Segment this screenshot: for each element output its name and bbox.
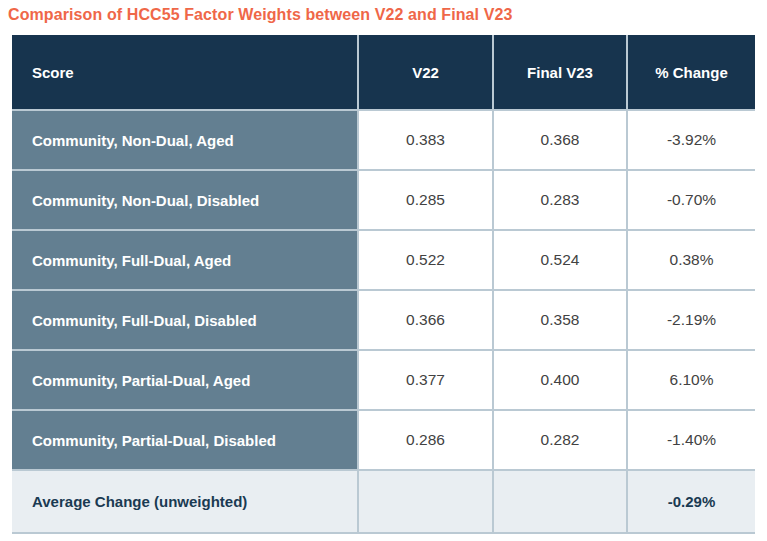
table-row: Community, Non-Dual, Aged 0.383 0.368 -3… xyxy=(12,110,755,170)
pct-change-cell: 0.38% xyxy=(627,230,755,290)
column-header-score: Score xyxy=(12,35,358,110)
table-row: Community, Full-Dual, Disabled 0.366 0.3… xyxy=(12,290,755,350)
v22-cell: 0.522 xyxy=(358,230,493,290)
pct-change-cell: -3.92% xyxy=(627,110,755,170)
final-v23-cell: 0.283 xyxy=(493,170,627,230)
score-cell: Community, Full-Dual, Aged xyxy=(12,230,358,290)
column-header-v22: V22 xyxy=(358,35,493,110)
footer-row: Average Change (unweighted) -0.29% xyxy=(12,470,755,533)
final-v23-cell: 0.282 xyxy=(493,410,627,470)
footer-label-cell: Average Change (unweighted) xyxy=(12,470,358,533)
table-footer: Average Change (unweighted) -0.29% xyxy=(12,470,755,533)
column-header-final-v23: Final V23 xyxy=(493,35,627,110)
final-v23-cell: 0.524 xyxy=(493,230,627,290)
v22-cell: 0.377 xyxy=(358,350,493,410)
table-header: Score V22 Final V23 % Change xyxy=(12,35,755,110)
footer-pct-change-cell: -0.29% xyxy=(627,470,755,533)
column-header-pct-change: % Change xyxy=(627,35,755,110)
pct-change-cell: -0.70% xyxy=(627,170,755,230)
factors-table: Score V22 Final V23 % Change Community, … xyxy=(12,35,755,534)
v22-cell: 0.366 xyxy=(358,290,493,350)
page-title: Comparison of HCC55 Factor Weights betwe… xyxy=(8,6,512,24)
final-v23-cell: 0.358 xyxy=(493,290,627,350)
pct-change-cell: 6.10% xyxy=(627,350,755,410)
score-cell: Community, Partial-Dual, Disabled xyxy=(12,410,358,470)
v22-cell: 0.286 xyxy=(358,410,493,470)
table-row: Community, Partial-Dual, Disabled 0.286 … xyxy=(12,410,755,470)
score-cell: Community, Partial-Dual, Aged xyxy=(12,350,358,410)
pct-change-cell: -1.40% xyxy=(627,410,755,470)
score-cell: Community, Full-Dual, Disabled xyxy=(12,290,358,350)
table-body: Community, Non-Dual, Aged 0.383 0.368 -3… xyxy=(12,110,755,470)
table-row: Community, Non-Dual, Disabled 0.285 0.28… xyxy=(12,170,755,230)
score-cell: Community, Non-Dual, Disabled xyxy=(12,170,358,230)
table-row: Community, Full-Dual, Aged 0.522 0.524 0… xyxy=(12,230,755,290)
v22-cell: 0.285 xyxy=(358,170,493,230)
header-row: Score V22 Final V23 % Change xyxy=(12,35,755,110)
table-row: Community, Partial-Dual, Aged 0.377 0.40… xyxy=(12,350,755,410)
page: Comparison of HCC55 Factor Weights betwe… xyxy=(0,0,767,541)
score-cell: Community, Non-Dual, Aged xyxy=(12,110,358,170)
pct-change-cell: -2.19% xyxy=(627,290,755,350)
footer-v22-cell xyxy=(358,470,493,533)
footer-final-v23-cell xyxy=(493,470,627,533)
final-v23-cell: 0.368 xyxy=(493,110,627,170)
v22-cell: 0.383 xyxy=(358,110,493,170)
final-v23-cell: 0.400 xyxy=(493,350,627,410)
